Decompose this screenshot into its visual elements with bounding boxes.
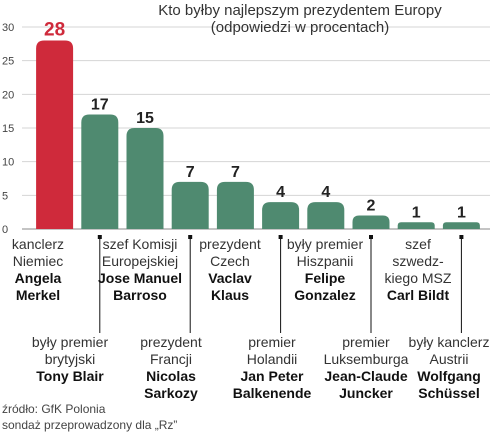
bar-value-label-3: 7 <box>186 164 195 181</box>
bar-value-label-5: 4 <box>276 184 285 201</box>
y-tick-label: 30 <box>2 22 14 34</box>
label-pointer-1 <box>97 235 102 239</box>
category-label-8: szef szwedz- kiego MSZ Carl Bildt <box>384 236 452 303</box>
y-tick-label: 10 <box>2 157 14 169</box>
bar-value-label-6: 4 <box>321 184 330 201</box>
category-label-3: prezydent Francji Nicolas Sarkozy <box>140 334 202 401</box>
category-label-9: były kanclerz Austrii Wolfgang Schüssel <box>408 334 490 401</box>
bar-value-label-9: 1 <box>457 204 466 221</box>
y-tick-label: 25 <box>2 56 14 68</box>
bar-5 <box>262 202 300 229</box>
bar-0 <box>36 40 74 229</box>
bar-3 <box>171 181 209 229</box>
label-pointer-7 <box>369 235 373 239</box>
bar-value-label-0: 28 <box>44 19 65 40</box>
source-note: źródło: GfK Polonia <box>2 402 106 416</box>
category-label-6: były premier Hiszpanii Felipe Gonzalez <box>286 236 364 303</box>
bar-value-label-1: 17 <box>91 97 109 114</box>
bar-4 <box>216 181 254 229</box>
bar-2 <box>126 128 164 229</box>
category-label-0: kanclerz Niemiec Angela Merkel <box>11 236 65 303</box>
bar-8 <box>397 222 435 229</box>
bar-9 <box>442 222 480 229</box>
bar-6 <box>307 202 345 229</box>
bar-1 <box>81 114 119 229</box>
label-pointer-3 <box>188 235 193 239</box>
category-label-7: premier Luksemburga Jean-Claude Juncker <box>323 334 409 401</box>
y-tick-label: 20 <box>2 89 14 101</box>
chart-title: Kto byłby najlepszym prezydentem Europy <box>158 2 442 19</box>
bar-value-label-7: 2 <box>367 198 376 215</box>
y-tick-label: 5 <box>2 190 8 202</box>
bar-7 <box>352 215 390 229</box>
bar-value-label-2: 15 <box>136 110 154 127</box>
category-label-2: szef Komisji Europejskiej Jose Manuel Ba… <box>97 236 183 303</box>
y-tick-label: 0 <box>2 224 8 236</box>
category-label-5: premier Holandii Jan Peter Balkenende <box>232 334 312 401</box>
bar-value-label-4: 7 <box>231 164 240 181</box>
label-pointer-9 <box>459 235 464 239</box>
source-note-2: sondaż przeprowadzony dla „Rz” <box>2 418 178 432</box>
category-label-4: prezydent Czech Vaclav Klaus <box>199 236 261 303</box>
category-label-1: były premier brytyjski Tony Blair <box>31 334 109 384</box>
label-pointer-5 <box>278 235 283 239</box>
chart-subtitle: (odpowiedzi w procentach) <box>210 19 390 36</box>
bar-value-label-8: 1 <box>412 204 421 221</box>
y-tick-label: 15 <box>2 123 14 135</box>
